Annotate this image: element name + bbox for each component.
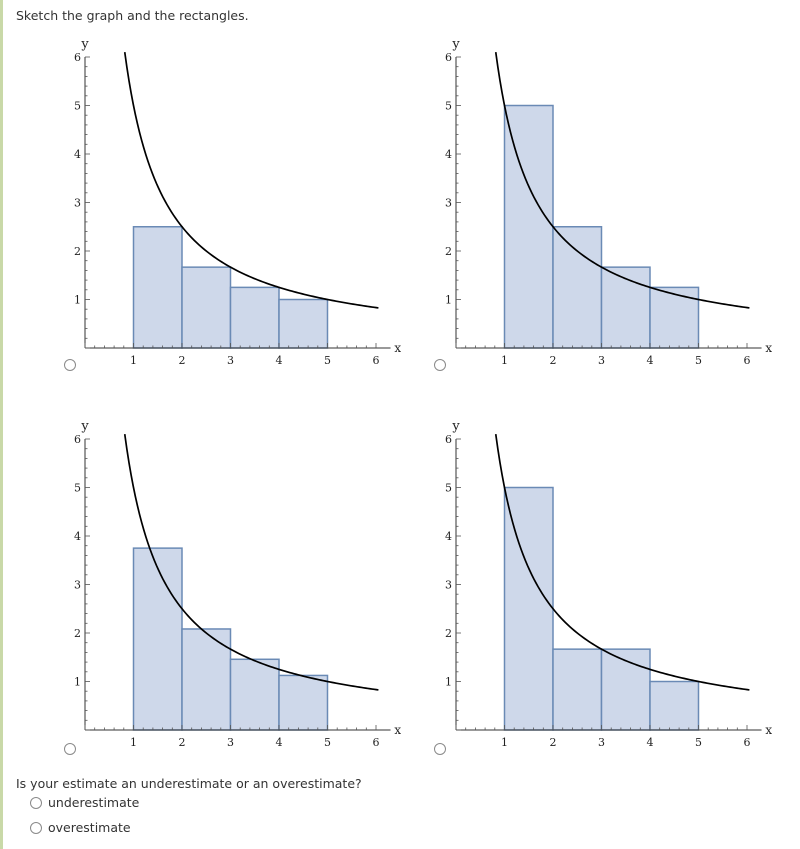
y-tick-label: 2 [445,627,452,640]
y-tick-label: 3 [74,197,81,210]
chart-option-2: 1 2 3 4 5 6 1 2 3 4 5 6 x y [0,0,800,400]
y-tick-label: 2 [74,245,81,258]
x-tick-label: 3 [227,736,234,749]
chart-option-4: 1 2 3 4 5 6 1 2 3 4 5 6 x y [445,419,772,749]
radio-overestimate[interactable] [30,821,42,834]
x-tick-label: 2 [179,354,186,367]
y-tick-label: 5 [74,482,81,495]
y-tick-label: 4 [74,530,81,543]
x-tick-label: 2 [550,736,557,749]
y-tick-label: 5 [445,482,452,495]
left-accent-bar [0,0,3,849]
x-tick-label: 1 [501,736,508,749]
y-tick-label: 6 [74,51,81,64]
answer-underestimate-label: underestimate [48,795,140,810]
x-tick-label: 2 [179,736,186,749]
x-axis-label: x [765,723,772,737]
x-tick-label: 5 [695,736,702,749]
x-tick-label: 6 [373,736,380,749]
chart-bar-4 [649,680,700,731]
x-tick-label: 5 [695,354,702,367]
chart-svg-2: 1 2 3 4 5 6 1 2 3 4 5 6 x y [445,37,772,367]
x-axis-label: x [394,723,401,737]
chart-option-1: 1 2 3 4 5 6 1 2 3 4 5 6 x y [0,0,401,400]
y-tick-label: 1 [74,294,81,307]
x-tick-label: 4 [276,354,283,367]
radio-underestimate[interactable] [30,796,42,809]
y-tick-label: 6 [445,433,452,446]
y-axis-label: y [451,37,460,52]
chart-bar-3 [600,266,651,349]
chart-bar-2 [552,648,603,731]
x-tick-label: 1 [130,736,137,749]
curve-line [494,52,750,309]
y-tick-label: 6 [74,433,81,446]
y-tick-label: 3 [445,579,452,592]
y-tick-label: 4 [74,148,81,161]
y-tick-label: 4 [445,148,452,161]
y-tick-label: 3 [445,197,452,210]
x-tick-label: 6 [373,354,380,367]
option-radio-2[interactable] [434,359,446,371]
y-tick-label: 1 [74,676,81,689]
curve-line [123,52,379,309]
x-axis-label: x [394,341,401,355]
x-tick-label: 3 [598,354,605,367]
x-tick-label: 5 [324,736,331,749]
x-tick-label: 4 [647,354,654,367]
option-radio-3[interactable] [64,743,76,755]
y-tick-label: 2 [74,627,81,640]
option-radio-1[interactable] [64,359,76,371]
y-tick-label: 1 [445,676,452,689]
chart-bar-4 [278,298,329,349]
y-tick-label: 3 [74,579,81,592]
y-axis-label: y [80,37,89,52]
x-tick-label: 5 [324,354,331,367]
chart-svg-4: 1 2 3 4 5 6 1 2 3 4 5 6 x y [445,419,772,749]
y-tick-label: 6 [445,51,452,64]
answer-underestimate[interactable]: underestimate [30,795,139,810]
answer-overestimate-label: overestimate [48,820,131,835]
curve-line [123,434,379,691]
x-tick-label: 4 [276,736,283,749]
question-text: Is your estimate an underestimate or an … [16,776,362,791]
x-tick-label: 4 [647,736,654,749]
x-tick-label: 6 [744,736,751,749]
x-tick-label: 3 [598,736,605,749]
x-tick-label: 3 [227,354,234,367]
y-tick-label: 1 [445,294,452,307]
curve-line [494,434,750,691]
option-radio-4[interactable] [434,743,446,755]
chart-bar-3 [600,648,651,731]
y-axis-label: y [451,419,460,434]
x-tick-label: 6 [744,354,751,367]
y-tick-label: 5 [74,100,81,113]
y-tick-label: 2 [445,245,452,258]
y-tick-label: 4 [445,530,452,543]
x-axis-label: x [765,341,772,355]
x-tick-label: 1 [130,354,137,367]
chart-bar-1 [503,486,554,731]
chart-svg-1: 1 2 3 4 5 6 1 2 3 4 5 6 x y [74,37,401,367]
x-tick-label: 2 [550,354,557,367]
answer-overestimate[interactable]: overestimate [30,820,131,835]
chart-svg-3: 1 2 3 4 5 6 1 2 3 4 5 6 x y [74,419,401,749]
chart-option-3: 1 2 3 4 5 6 1 2 3 4 5 6 x y [0,0,401,780]
y-tick-label: 5 [445,100,452,113]
prompt-text: Sketch the graph and the rectangles. [16,8,249,23]
y-axis-label: y [80,419,89,434]
chart-bar-1 [132,547,183,731]
x-tick-label: 1 [501,354,508,367]
chart-bar-3 [229,658,280,731]
